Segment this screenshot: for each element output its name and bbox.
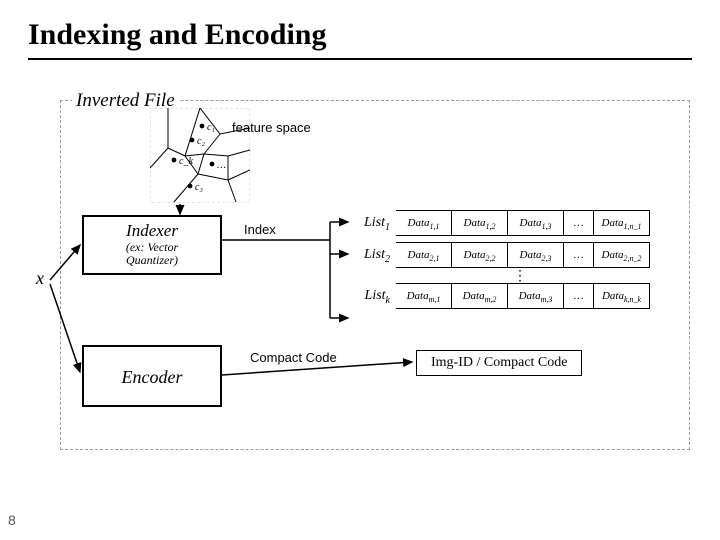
input-x-label: x [36, 268, 44, 289]
data-cell: Datam,2 [452, 283, 508, 309]
list-vdots: ⋮ [350, 274, 690, 279]
svg-text:c₂: c₂ [197, 136, 205, 147]
imgid-compact-code-box: Img-ID / Compact Code [416, 350, 582, 376]
encoder-box: Encoder [82, 345, 222, 407]
voronoi-diagram: c₁c₂ c_k … c₃ [150, 108, 250, 203]
list-label: List1 [350, 210, 396, 236]
list-row: List2Data2,1Data2,2Data2,3…Data2,n_2 [350, 242, 690, 268]
data-cell: Data2,2 [452, 242, 508, 268]
ellipsis-cell: … [564, 283, 594, 309]
data-cell: Datak,n_k [594, 283, 650, 309]
title-underline [28, 58, 692, 60]
data-cell: Data2,3 [508, 242, 564, 268]
list-row: ListkDatam,1Datam,2Datam,3…Datak,n_k [350, 283, 690, 309]
list-row: List1Data1,1Data1,2Data1,3…Data1,n_1 [350, 210, 690, 236]
data-cell: Datam,1 [396, 283, 452, 309]
data-cell: Data1,3 [508, 210, 564, 236]
ellipsis-cell: … [564, 210, 594, 236]
data-cell: Data1,2 [452, 210, 508, 236]
compact-code-arrow-label: Compact Code [248, 350, 339, 365]
inverted-lists-table: List1Data1,1Data1,2Data1,3…Data1,n_1List… [350, 210, 690, 315]
svg-text:c₃: c₃ [195, 182, 203, 193]
svg-text:c_k: c_k [179, 156, 193, 167]
list-label: Listk [350, 283, 396, 309]
list-label: List2 [350, 242, 396, 268]
svg-text:…: … [217, 160, 226, 171]
ellipsis-cell: … [564, 242, 594, 268]
indexer-subtitle-2: Quantizer) [84, 254, 220, 267]
data-cell: Data1,1 [396, 210, 452, 236]
index-arrow-label: Index [244, 222, 276, 237]
data-cell: Data1,n_1 [594, 210, 650, 236]
page-number: 8 [8, 512, 16, 528]
indexer-title: Indexer [84, 221, 220, 241]
svg-text:c₁: c₁ [207, 122, 215, 133]
indexer-box: Indexer (ex: Vector Quantizer) [82, 215, 222, 275]
data-cell: Data2,1 [396, 242, 452, 268]
data-cell: Data2,n_2 [594, 242, 650, 268]
slide-title: Indexing and Encoding [28, 18, 326, 52]
data-cell: Datam,3 [508, 283, 564, 309]
